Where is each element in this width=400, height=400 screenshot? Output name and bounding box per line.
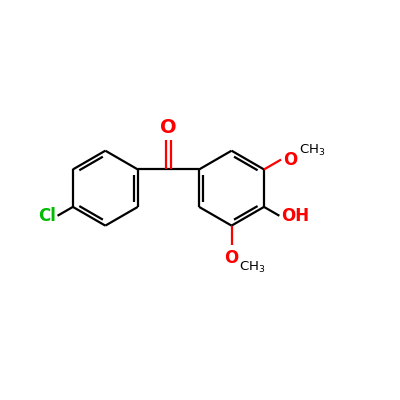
Text: CH$_3$: CH$_3$ (299, 143, 325, 158)
Text: O: O (224, 248, 239, 266)
Text: O: O (160, 118, 177, 137)
Text: O: O (283, 150, 297, 168)
Text: Cl: Cl (38, 207, 56, 225)
Text: OH: OH (281, 207, 310, 225)
Text: CH$_3$: CH$_3$ (240, 260, 266, 275)
